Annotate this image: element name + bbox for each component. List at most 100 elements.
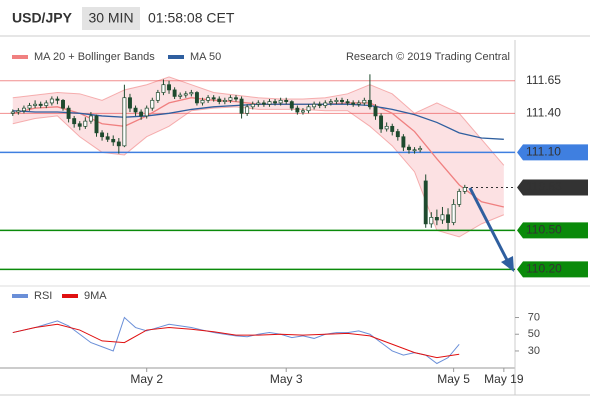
candle-body xyxy=(379,115,384,130)
candle-body xyxy=(362,99,367,104)
candle-body xyxy=(133,107,138,113)
candle-body xyxy=(128,97,132,109)
rsi-tick-label: 50 xyxy=(528,328,540,340)
candle-body xyxy=(306,106,311,112)
candle-body xyxy=(340,99,344,102)
candle-body xyxy=(412,149,417,152)
arrow-shaft xyxy=(468,187,510,263)
candle-body xyxy=(334,99,339,102)
rsi-line xyxy=(12,316,460,365)
rsi-line xyxy=(12,323,460,359)
candle-body xyxy=(139,111,144,117)
candle-body xyxy=(194,92,199,104)
candle-body xyxy=(390,125,395,132)
legend-label: MA 20 + Bollinger Bands xyxy=(34,51,155,63)
level-label: 110.50 xyxy=(526,223,562,237)
candle-body xyxy=(245,106,250,114)
legend-label: 9MA xyxy=(84,290,107,302)
candle-body xyxy=(317,103,322,106)
legend-label: RSI xyxy=(34,290,52,302)
candle-body xyxy=(167,84,171,91)
x-tick-label: May 3 xyxy=(270,372,303,386)
candle-body xyxy=(200,99,205,104)
level-label: 111.65 xyxy=(526,73,561,87)
candle-body xyxy=(278,99,283,104)
timeframe-box xyxy=(82,7,140,30)
candle-body xyxy=(295,107,300,113)
candle-body xyxy=(356,102,361,105)
candle-body xyxy=(38,103,43,106)
candle-body xyxy=(27,105,32,109)
candle-body xyxy=(122,97,127,147)
candle-body xyxy=(423,180,428,225)
candle-body xyxy=(206,97,211,101)
candle-body xyxy=(105,136,110,140)
candle-body xyxy=(457,191,462,205)
candle-body xyxy=(178,94,183,97)
candle-body xyxy=(301,110,305,113)
candle-body xyxy=(284,99,289,102)
arrow-head xyxy=(501,256,514,272)
candle-body xyxy=(16,110,21,113)
level-label: 110.83 xyxy=(526,180,562,194)
candle-body xyxy=(429,217,434,225)
candle-body xyxy=(234,97,238,100)
candle-body xyxy=(211,97,216,100)
x-tick-label: May 5 xyxy=(437,372,470,386)
candle-body xyxy=(345,101,350,104)
time: 01:58:08 CET xyxy=(148,10,235,26)
candle-body xyxy=(250,103,255,108)
candle-body xyxy=(116,141,121,147)
candle-body xyxy=(217,98,222,102)
x-tick-label: May 2 xyxy=(130,372,163,386)
candle-body xyxy=(83,120,88,127)
candle-body xyxy=(323,102,328,106)
candle-body xyxy=(446,214,450,223)
candle-body xyxy=(44,102,49,106)
candle-body xyxy=(462,187,467,192)
bollinger-upper xyxy=(12,76,505,166)
candle-body xyxy=(172,89,177,97)
candle-body xyxy=(77,123,82,127)
candle-body xyxy=(239,98,244,114)
candle-body xyxy=(351,102,356,105)
candle-body xyxy=(88,115,93,122)
candle-body xyxy=(61,99,65,109)
candle-body xyxy=(10,111,15,114)
timeframe: 30 MIN xyxy=(88,10,133,26)
forecast-arrow xyxy=(468,187,514,272)
candle-body xyxy=(189,92,194,95)
candle-body xyxy=(440,214,445,221)
candle-body xyxy=(22,107,26,112)
candle-body xyxy=(289,101,294,109)
candle-body xyxy=(183,93,188,96)
candle-body xyxy=(55,98,60,101)
level-box xyxy=(517,179,588,196)
candle-body xyxy=(401,136,406,148)
rsi-tick-label: 70 xyxy=(528,311,540,323)
candle-body xyxy=(407,146,411,151)
candle-body xyxy=(312,103,317,108)
candle-body xyxy=(66,107,71,119)
level-box xyxy=(517,222,588,239)
candle-body xyxy=(161,84,166,93)
candle-body xyxy=(273,101,278,104)
candle-body xyxy=(384,125,389,130)
level-label: 111.10 xyxy=(526,145,561,159)
candle-body xyxy=(111,138,116,143)
candle-body xyxy=(94,115,99,134)
candle-body xyxy=(434,217,439,221)
rsi-tick-label: 30 xyxy=(528,345,540,357)
candle-body xyxy=(150,99,155,109)
candle-body xyxy=(228,97,233,101)
candle-body xyxy=(256,102,261,105)
candle-body xyxy=(222,99,227,102)
chart-title: USD/JPY xyxy=(12,10,73,26)
candle-body xyxy=(100,132,105,138)
candle-body xyxy=(144,107,149,117)
candle-body xyxy=(395,131,400,138)
candle-body xyxy=(49,98,54,104)
candle-body xyxy=(261,102,266,105)
candle-body xyxy=(155,92,160,101)
